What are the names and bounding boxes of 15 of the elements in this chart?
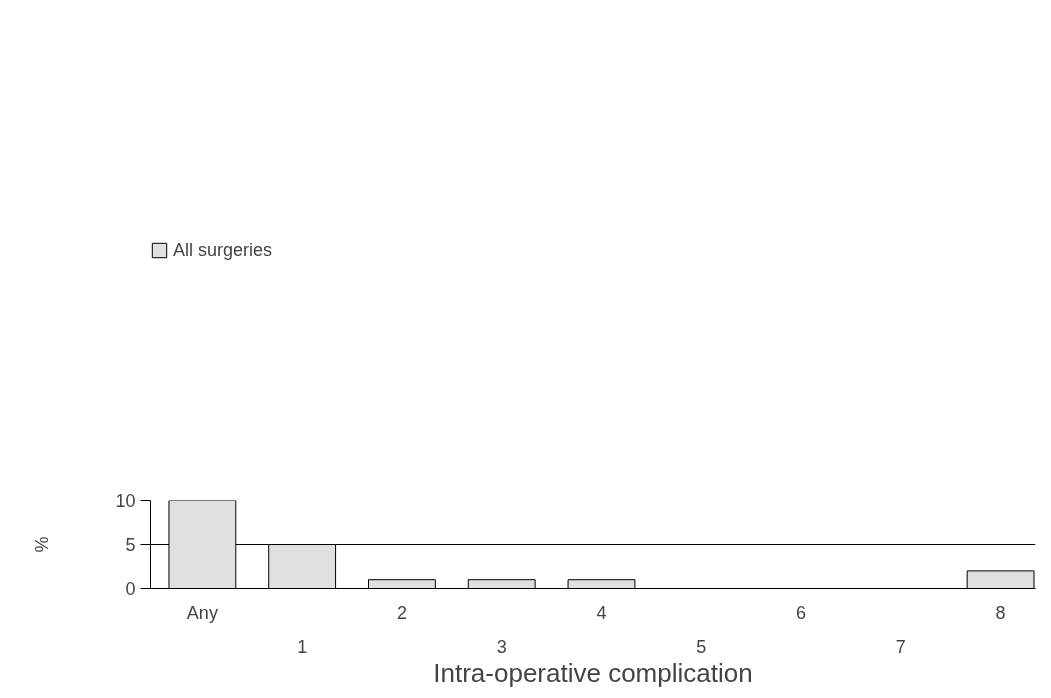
x-axis-title: Intra-operative complication <box>433 657 753 688</box>
y-tick-label: 0 <box>125 579 136 599</box>
x-tick-label: 7 <box>895 636 906 657</box>
x-tick-label: 3 <box>496 636 507 657</box>
x-tick-label: 2 <box>396 602 407 623</box>
y-tick-label: 5 <box>125 535 136 555</box>
legend-label: All surgeries <box>173 239 273 261</box>
x-tick-label: 6 <box>796 602 807 623</box>
x-tick-label: 8 <box>995 602 1006 623</box>
y-axis-title: % <box>32 536 53 553</box>
y-tick-label: 10 <box>115 491 136 511</box>
x-tick-label: 1 <box>297 636 308 657</box>
x-tick-label: 4 <box>596 602 607 623</box>
x-tick-label: Any <box>186 602 218 623</box>
x-tick-label: 5 <box>696 636 707 657</box>
